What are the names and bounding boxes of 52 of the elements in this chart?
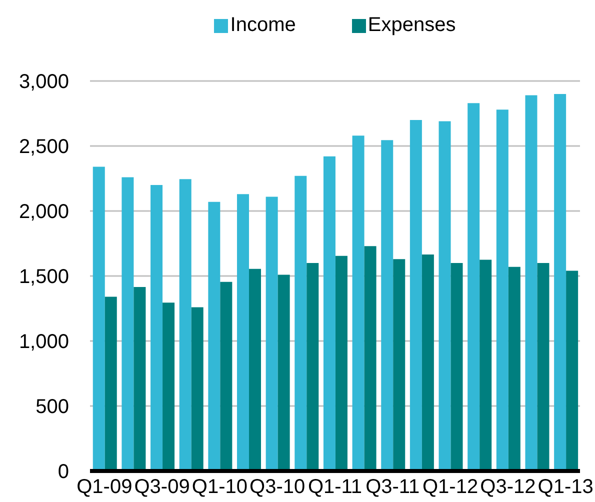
y-tick-label: 2,000 (18, 201, 69, 224)
x-tick-label: Q1-09 (76, 476, 132, 498)
bar (278, 274, 290, 471)
x-tick-label: Q1-13 (538, 476, 594, 498)
bar (179, 179, 192, 471)
bar (410, 120, 422, 471)
bar (150, 185, 163, 471)
legend-label: Income (230, 14, 296, 37)
bar (122, 177, 134, 471)
legend-label: Expenses (368, 14, 456, 37)
x-tick-label: Q1-11 (308, 476, 362, 498)
x-tick-label: Q3-09 (134, 476, 190, 498)
x-tick-label: Q1-12 (422, 476, 478, 498)
x-tick-label: Q1-10 (192, 476, 248, 498)
x-tick-label: Q3-12 (480, 476, 536, 498)
bar (508, 266, 520, 471)
y-tick-label: 0 (58, 461, 69, 484)
bar (480, 260, 492, 471)
bar (294, 176, 307, 471)
bar (450, 263, 463, 471)
bar (381, 140, 394, 471)
bar (393, 259, 406, 471)
bar (554, 94, 566, 471)
bar (364, 246, 376, 471)
bar (496, 110, 508, 471)
bar (468, 103, 480, 471)
y-tick-label: 500 (36, 396, 69, 418)
bar (352, 136, 364, 471)
bar (191, 307, 204, 471)
bar (266, 196, 278, 471)
bar (249, 268, 261, 471)
x-tick-label: Q3-11 (366, 476, 420, 498)
y-tick-label: 1,500 (18, 266, 69, 288)
bar (162, 302, 175, 471)
y-tick-label: 3,000 (18, 71, 69, 94)
bar (306, 263, 319, 471)
bar (104, 296, 117, 471)
bar (134, 287, 146, 471)
bar (438, 121, 451, 471)
bar (525, 95, 538, 471)
bar (537, 263, 550, 471)
bar (335, 256, 348, 471)
y-tick-label: 2,500 (18, 136, 69, 158)
bar (208, 202, 220, 471)
bar (220, 282, 232, 471)
x-tick-label: Q3-10 (250, 476, 306, 498)
bar (237, 194, 249, 471)
bar (92, 166, 105, 471)
bar (566, 270, 578, 471)
y-tick-label: 1,000 (18, 331, 69, 354)
bar (422, 254, 434, 471)
bar (323, 156, 336, 471)
